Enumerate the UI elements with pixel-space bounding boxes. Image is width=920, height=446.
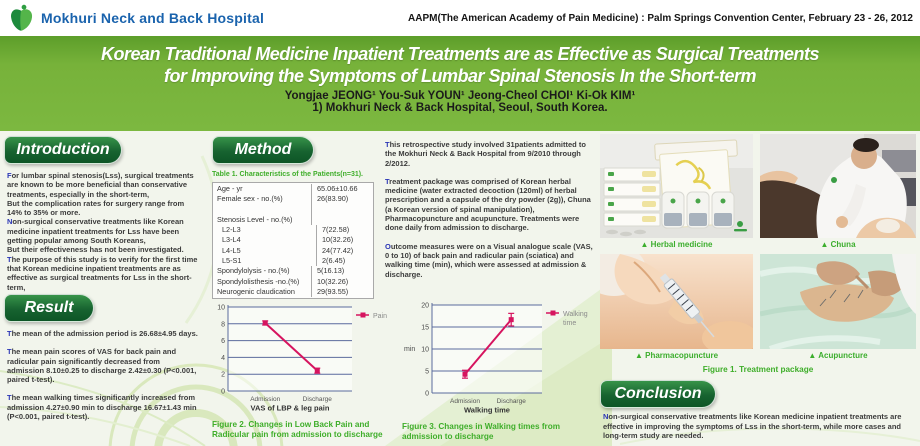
affiliation: 1) Mokhuri Neck & Back Hospital, Seoul, … — [312, 102, 608, 114]
poster-body: Introduction For lumbar spinal stenosis(… — [0, 131, 920, 446]
caption-herbal-medicine: ▲ Herbal medicine — [640, 240, 713, 249]
method-paragraph: This retrospective study involved 31pati… — [385, 140, 586, 168]
poster-title-line1: Korean Traditional Medicine Inpatient Tr… — [101, 44, 819, 64]
authors: Yongjae JEONG¹ You-Suk YOUN¹ Jeong-Cheol… — [284, 90, 636, 102]
figure3-caption: Figure 3. Changes in Walking times from … — [402, 422, 561, 441]
svg-text:2: 2 — [221, 372, 225, 379]
conclusion-paragraph: Non-surgical conservative treatments lik… — [603, 412, 902, 441]
svg-text:15: 15 — [421, 325, 429, 332]
svg-text:Discharge: Discharge — [497, 398, 527, 405]
table-row: L2-L3 7(22.58) — [213, 225, 373, 236]
heart-leaf-icon — [11, 4, 33, 31]
svg-text:time: time — [563, 320, 576, 327]
triangle-marker-icon: ▲ — [640, 240, 649, 249]
figure3-line-chart: 0 5 10 15 20 min Admission Discharge Walking tim… — [402, 299, 597, 420]
table1-title: Table 1. Characteristics of the Patients… — [212, 171, 364, 178]
intro-paragraph: But the complication rates for surgery r… — [7, 198, 185, 218]
svg-text:Discharge: Discharge — [303, 396, 333, 403]
figure2-caption: Figure 2. Changes in Low Back Pain and R… — [212, 420, 383, 439]
figure2-line-chart: 0 2 4 6 8 10 Admission Discharge VAS of LBP & le… — [212, 301, 400, 418]
conclusion-text: Non-surgical conservative treatments lik… — [603, 412, 915, 441]
intro-paragraph: The purpose of this study is to verify f… — [7, 254, 198, 292]
patients-table: Age - yr 65.06±10.66 Female sex - no.(%) 2… — [212, 182, 374, 300]
method-paragraph: Treatment package was comprised of Korea… — [385, 176, 591, 233]
svg-text:5: 5 — [425, 369, 429, 376]
table-row — [213, 204, 373, 215]
svg-text:0: 0 — [425, 391, 429, 398]
svg-text:8: 8 — [221, 321, 225, 328]
table-row: Stenosis Level - no.(%) — [213, 214, 373, 226]
photo-pharmacopuncture — [600, 254, 753, 349]
triangle-marker-icon: ▲ — [634, 351, 643, 360]
intro-paragraph: But their effectiveness has not been inv… — [7, 245, 184, 255]
result-paragraph: The mean walking times significantly inc… — [7, 393, 197, 422]
table-row: Spondylolisthesis -no.(%) 10(32.26) — [213, 276, 373, 287]
hospital-logo: Mokhuri Neck and Back Hospital — [10, 4, 264, 32]
intro-paragraph: Non-surgical conservative treatments lik… — [7, 217, 184, 246]
poster-title-line2: for Improving the Symptoms of Lumbar Spi… — [163, 66, 757, 86]
result-text: The mean of the admission period is 26.6… — [7, 329, 199, 430]
table-row: Age - yr 65.06±10.66 — [213, 184, 373, 195]
section-heading-method: Method — [212, 136, 314, 164]
section-heading-conclusion: Conclusion — [600, 380, 716, 408]
svg-text:Walking: Walking — [563, 311, 588, 318]
svg-text:Admission: Admission — [250, 396, 280, 403]
svg-text:Admission: Admission — [450, 398, 480, 405]
result-paragraph: The mean of the admission period is 26.6… — [7, 329, 198, 338]
introduction-text: For lumbar spinal stenosis(Lss), surgica… — [7, 171, 199, 292]
method-paragraph: Outcome measures were on a Visual analog… — [385, 241, 593, 279]
svg-text:Walking time: Walking time — [464, 406, 510, 415]
svg-text:0: 0 — [221, 389, 225, 396]
table-row: L3-L4 10(32.26) — [213, 235, 373, 246]
caption-acupuncture: ▲ Acupuncture — [808, 351, 868, 360]
section-heading-result: Result — [4, 294, 94, 322]
photo-acupuncture — [760, 254, 916, 349]
method-text: This retrospective study involved 31pati… — [385, 140, 595, 288]
photo-chuna — [760, 134, 916, 238]
hospital-name: Mokhuri Neck and Back Hospital — [41, 10, 265, 26]
caption-chuna: ▲ Chuna — [820, 240, 856, 249]
svg-text:Pain: Pain — [373, 313, 387, 320]
figure2: 0 2 4 6 8 10 Admission Discharge VAS of LBP & le… — [212, 301, 400, 440]
triangle-marker-icon: ▲ — [820, 240, 829, 249]
svg-text:10: 10 — [421, 347, 429, 354]
title-banner: Korean Traditional Medicine Inpatient Tr… — [0, 36, 920, 131]
svg-text:10: 10 — [217, 305, 225, 312]
caption-pharmacopuncture: ▲ Pharmacopuncture — [634, 351, 719, 360]
table-row: Neurogenic claudication 29(93.55) — [213, 286, 373, 298]
svg-text:min: min — [404, 346, 415, 353]
figure1-caption: Figure 1. Treatment package — [702, 365, 814, 374]
figure3: 0 5 10 15 20 min Admission Discharge Walking tim… — [402, 299, 597, 442]
table-row: Spondylolysis - no.(%) 5(16.13) — [213, 266, 373, 277]
table-row: Female sex - no.(%) 26(83.90) — [213, 194, 373, 205]
header-bar: Mokhuri Neck and Back Hospital AAPM(The … — [0, 0, 920, 38]
result-paragraph: The mean pain scores of VAS for back pai… — [7, 347, 197, 385]
svg-text:4: 4 — [221, 355, 225, 362]
svg-text:VAS of LBP & leg pain: VAS of LBP & leg pain — [251, 404, 330, 413]
table-row: L5-S1 2(6.45) — [213, 256, 373, 267]
photo-herbal-medicine — [600, 134, 753, 238]
intro-paragraph: For lumbar spinal stenosis(Lss), surgica… — [7, 171, 194, 199]
table-row: L4-L5 24(77.42) — [213, 245, 373, 257]
section-heading-introduction: Introduction — [4, 136, 122, 164]
conference-info: AAPM(The American Academy of Pain Medici… — [408, 13, 913, 24]
svg-text:20: 20 — [421, 303, 429, 310]
svg-text:6: 6 — [221, 338, 225, 345]
triangle-marker-icon: ▲ — [808, 351, 817, 360]
